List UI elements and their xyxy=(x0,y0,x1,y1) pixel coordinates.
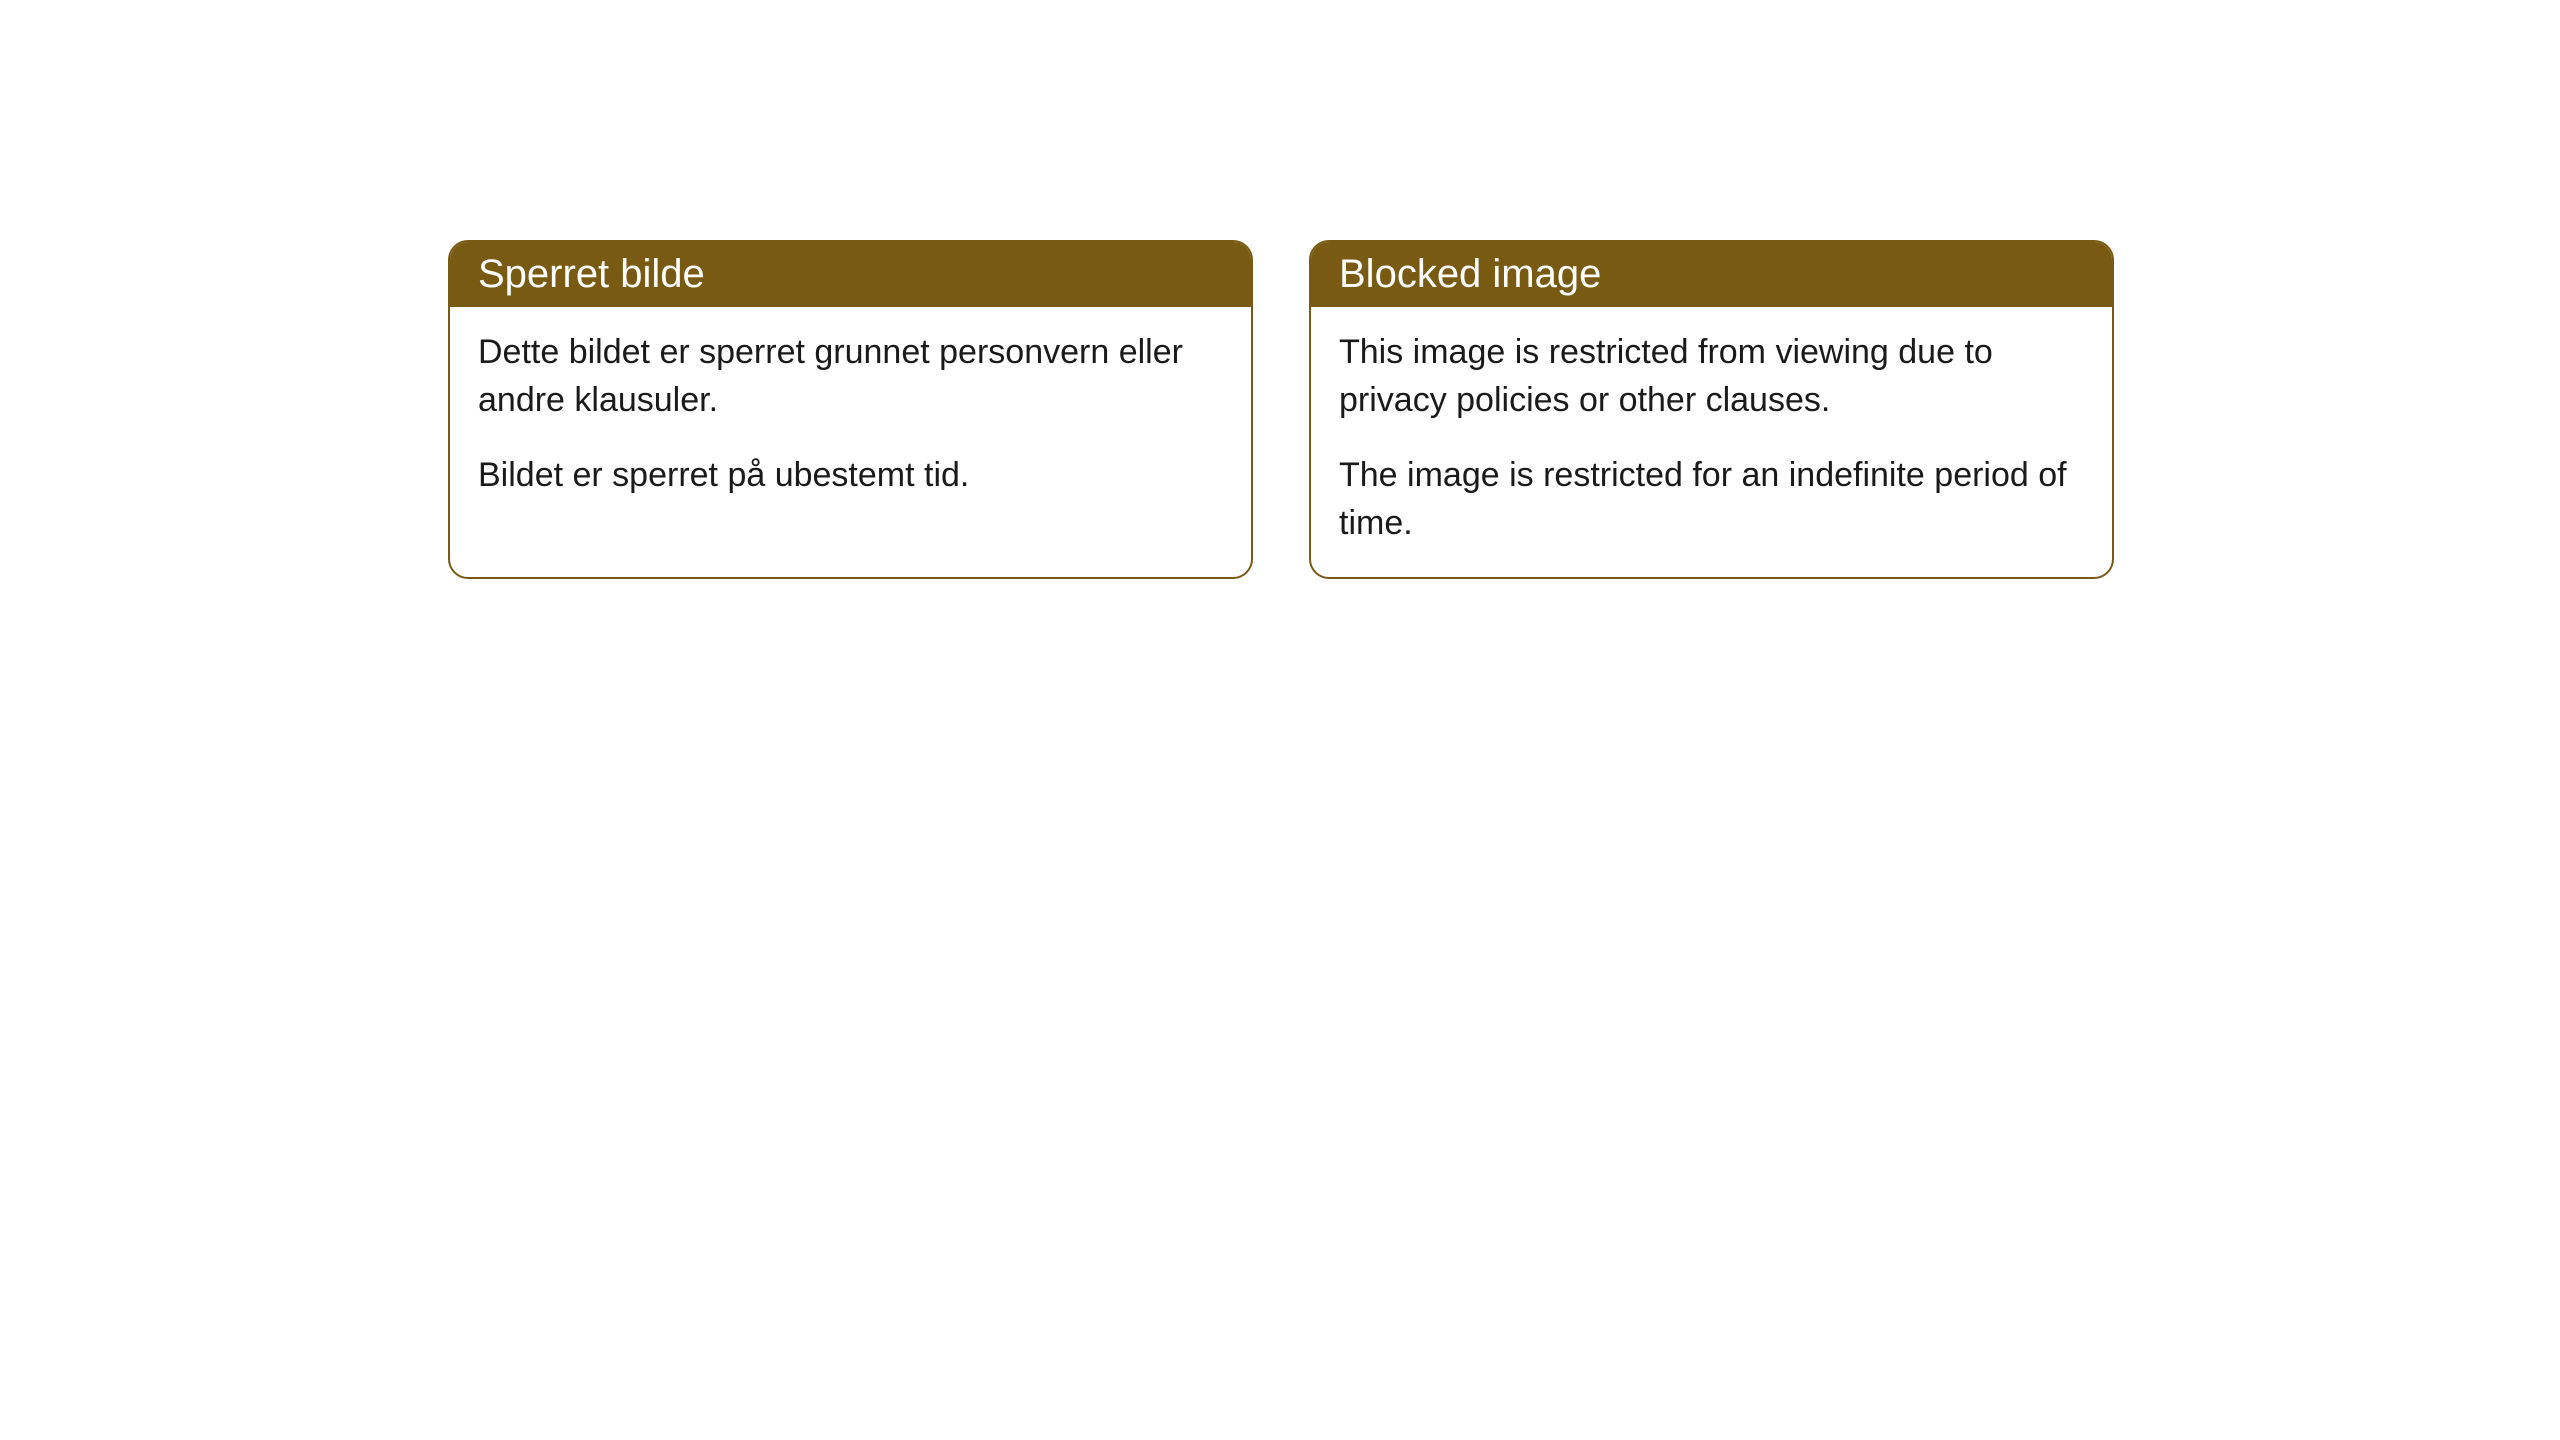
card-title: Blocked image xyxy=(1339,252,1601,296)
notice-cards-container: Sperret bilde Dette bildet er sperret gr… xyxy=(448,240,2114,579)
notice-card-english: Blocked image This image is restricted f… xyxy=(1309,240,2114,579)
card-header: Sperret bilde xyxy=(450,242,1251,307)
card-body: Dette bildet er sperret grunnet personve… xyxy=(450,307,1251,530)
notice-card-norwegian: Sperret bilde Dette bildet er sperret gr… xyxy=(448,240,1253,579)
card-paragraph: Bildet er sperret på ubestemt tid. xyxy=(478,452,1223,500)
card-paragraph: The image is restricted for an indefinit… xyxy=(1339,452,2084,547)
card-body: This image is restricted from viewing du… xyxy=(1311,307,2112,577)
card-paragraph: Dette bildet er sperret grunnet personve… xyxy=(478,329,1223,424)
card-paragraph: This image is restricted from viewing du… xyxy=(1339,329,2084,424)
card-header: Blocked image xyxy=(1311,242,2112,307)
card-title: Sperret bilde xyxy=(478,252,705,296)
